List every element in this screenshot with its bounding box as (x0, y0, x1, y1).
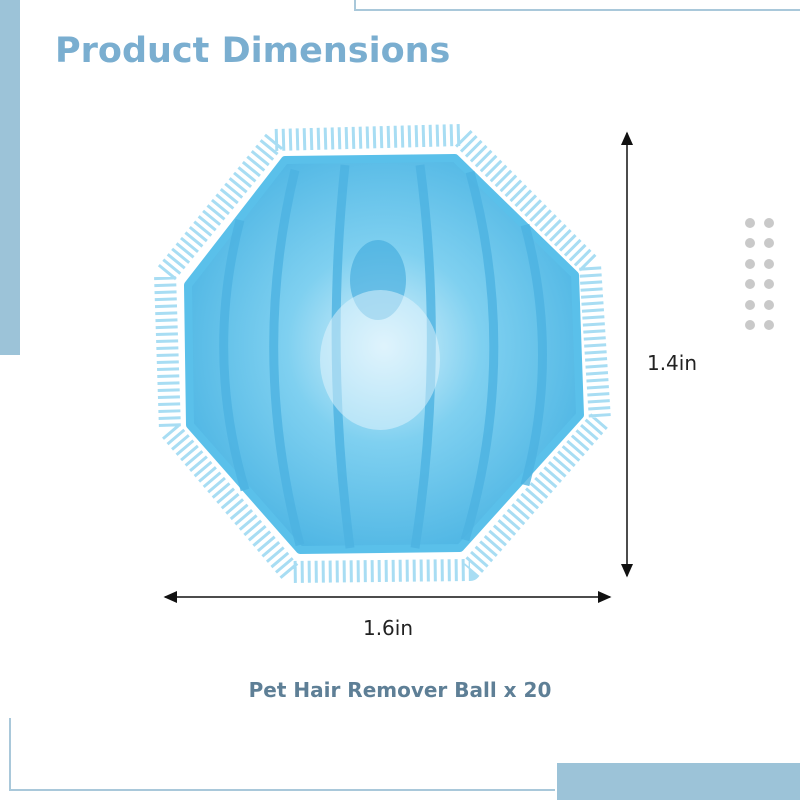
height-label: 1.4in (647, 351, 697, 375)
width-label: 1.6in (363, 616, 413, 640)
caption: Pet Hair Remover Ball x 20 (249, 678, 552, 702)
decor-block (557, 763, 800, 800)
title: Product Dimensions (55, 31, 450, 71)
product-ball (154, 124, 611, 583)
decor-line (9, 718, 555, 791)
decor-dots (745, 218, 774, 330)
decor-line (354, 0, 800, 11)
decor-bar (0, 0, 20, 355)
